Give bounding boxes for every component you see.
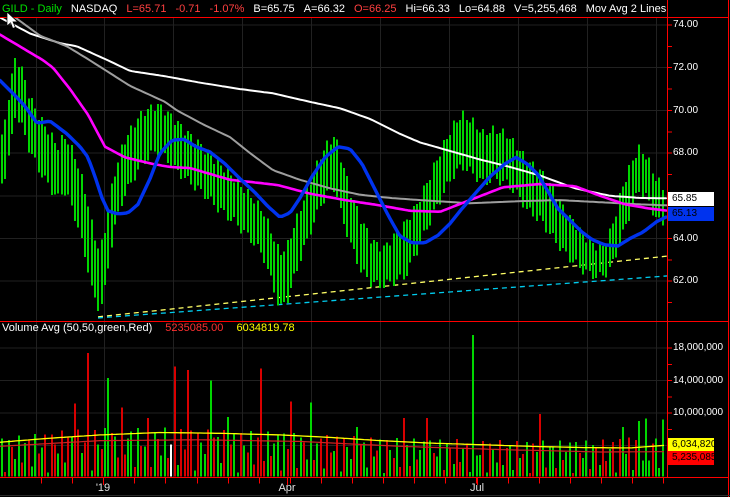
price-axis-label: 74.00 (673, 19, 699, 30)
header-segment: GILD - Daily (2, 2, 62, 15)
volume-avg-red-value: 5235085.00 (165, 322, 224, 334)
price-axis-label: 72.00 (673, 61, 699, 73)
quote-header: GILD - Daily NASDAQ L=65.71 -0.71 -1.07% B=65… (0, 0, 668, 17)
volume-study-name: Volume Avg (50,50,green,Red) (2, 322, 153, 334)
volume-axis-label: 10,000,000 (673, 407, 724, 418)
volume-avg-badge-yellow: 6,034,820 (668, 438, 714, 451)
header-segment: L=65.71 (126, 2, 167, 15)
price-axis-label: 62.00 (673, 275, 699, 286)
volume-axis-label: 18,000,000 (673, 342, 724, 353)
volume-avg-badge-red: 5,235,085 (668, 451, 714, 465)
volume-avg-yellow-value: 6034819.78 (236, 322, 295, 334)
header-segment: Hi=66.33 (405, 2, 450, 15)
mouse-cursor (6, 12, 19, 29)
ma-gray (14, 18, 667, 207)
header-segment: Mov Avg 2 Lines (Close ... (585, 2, 668, 15)
ma-magenta (0, 33, 667, 213)
price-axis-label: 68.00 (673, 147, 699, 158)
header-segment: Lo=64.88 (458, 2, 506, 15)
last-price-badge-white: 65.85 (668, 192, 714, 206)
time-axis-label[interactable]: '19 (95, 482, 111, 494)
price-axis-label: 64.00 (673, 232, 699, 244)
volume-study-label: Volume Avg (50,50,green,Red) 5235085.00 … (2, 322, 305, 334)
ma-blue (0, 78, 667, 248)
volume-avg-red-line (0, 439, 664, 453)
header-segment: -0.71 (175, 2, 201, 15)
header-segment: A=66.32 (303, 2, 345, 15)
header-segment: O=66.25 (353, 2, 397, 15)
volume-avg-yellow-line (0, 431, 665, 449)
header-segment: -1.07% (209, 2, 245, 15)
time-axis-label[interactable]: Jul (469, 482, 485, 494)
volume-axis-label: 14,000,000 (673, 374, 724, 386)
ma-white (0, 18, 667, 200)
price-axis-label: 70.00 (673, 104, 699, 116)
ma-value-badge-blue: 65.13 (668, 207, 714, 221)
header-segment: V=5,255,468 (514, 2, 577, 15)
time-axis-label[interactable]: Apr (278, 482, 296, 494)
trendline-yellow (97, 255, 667, 318)
header-segment: B=65.75 (253, 2, 295, 15)
header-segment: NASDAQ (70, 2, 118, 15)
